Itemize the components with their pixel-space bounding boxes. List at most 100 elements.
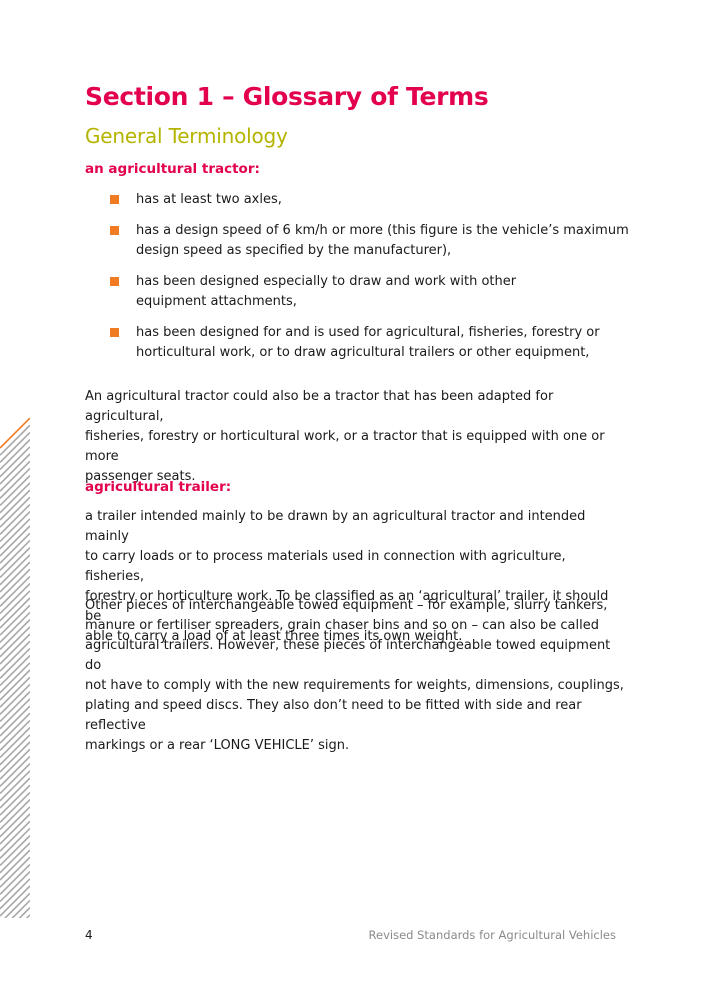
paragraph-line: a trailer intended mainly to be drawn by… bbox=[85, 509, 586, 544]
list-item: has at least two axles, bbox=[110, 190, 630, 210]
stripe-line bbox=[0, 741, 30, 773]
term-agricultural-trailer: agricultural trailer: bbox=[85, 479, 232, 495]
stripe-line bbox=[0, 698, 30, 730]
stripe-line bbox=[0, 727, 30, 759]
stripe-line bbox=[18, 907, 30, 918]
stripe-line bbox=[0, 763, 30, 795]
list-item-line: has been designed for and is used for ag… bbox=[136, 325, 600, 340]
stripe-line bbox=[0, 662, 30, 694]
stripe-line bbox=[0, 482, 30, 514]
stripe-line bbox=[0, 705, 30, 737]
stripe-line bbox=[0, 561, 30, 593]
stripe-line bbox=[0, 604, 30, 636]
stripe-line bbox=[0, 619, 30, 651]
square-bullet-icon bbox=[110, 328, 119, 337]
stripe-line bbox=[0, 460, 30, 492]
stripe-line bbox=[0, 496, 30, 528]
tractor-criteria-list: has at least two axles, has a design spe… bbox=[110, 190, 630, 374]
stripe-line bbox=[0, 418, 30, 449]
stripe-line bbox=[0, 647, 30, 679]
stripe-line bbox=[0, 633, 30, 665]
stripe-line bbox=[0, 583, 30, 615]
stripe-line bbox=[0, 863, 30, 895]
stripe-line bbox=[0, 712, 30, 744]
paragraph-line: to carry loads or to process materials u… bbox=[85, 549, 566, 584]
list-item: has been designed especially to draw and… bbox=[110, 272, 630, 312]
section-subtitle: General Terminology bbox=[85, 124, 288, 148]
stripe-line bbox=[0, 539, 30, 571]
paragraph-line: fisheries, forestry or horticultural wor… bbox=[85, 429, 605, 464]
list-item-line: has a design speed of 6 km/h or more (th… bbox=[136, 223, 629, 238]
square-bullet-icon bbox=[110, 226, 119, 235]
stripe-line bbox=[0, 835, 30, 867]
stripe-line bbox=[0, 827, 30, 859]
stripe-line bbox=[0, 849, 30, 881]
stripe-line bbox=[0, 597, 30, 629]
stripe-line bbox=[0, 655, 30, 687]
stripe-line bbox=[0, 669, 30, 701]
stripe-line bbox=[0, 525, 30, 557]
list-item-line: has been designed especially to draw and… bbox=[136, 274, 517, 289]
stripe-line bbox=[0, 554, 30, 586]
paragraph-line: plating and speed discs. They also don’t… bbox=[85, 698, 582, 733]
trailer-paragraph-1: a trailer intended mainly to be drawn by… bbox=[85, 507, 625, 647]
stripe-line bbox=[0, 532, 30, 564]
stripe-line bbox=[4, 892, 30, 918]
stripe-line bbox=[0, 475, 30, 507]
square-bullet-icon bbox=[110, 195, 119, 204]
decorative-stripes bbox=[0, 418, 30, 918]
list-item: has been designed for and is used for ag… bbox=[110, 323, 630, 363]
stripe-line bbox=[0, 431, 30, 463]
stripe-line bbox=[0, 748, 30, 780]
paragraph-line: able to carry a load of at least three t… bbox=[85, 629, 463, 644]
stripe-line bbox=[0, 791, 30, 823]
stripe-line bbox=[0, 575, 30, 607]
square-bullet-icon bbox=[110, 277, 119, 286]
stripe-line bbox=[0, 503, 30, 535]
stripe-line bbox=[0, 871, 30, 903]
stripe-line bbox=[0, 467, 30, 499]
term-agricultural-tractor: an agricultural tractor: bbox=[85, 161, 260, 177]
tractor-paragraph: An agricultural tractor could also be a … bbox=[85, 387, 625, 487]
stripe-line bbox=[0, 842, 30, 874]
stripe-line bbox=[0, 806, 30, 838]
paragraph-line: passenger seats. bbox=[85, 469, 196, 484]
stripe-line bbox=[0, 885, 30, 917]
stripe-line bbox=[0, 568, 30, 600]
paragraph-line: not have to comply with the new requirem… bbox=[85, 678, 624, 693]
stripe-line bbox=[0, 813, 30, 845]
footer-document-title: Revised Standards for Agricultural Vehic… bbox=[368, 928, 616, 942]
list-item-line: has at least two axles, bbox=[136, 192, 282, 207]
stripe-line bbox=[0, 755, 30, 787]
stripe-line bbox=[0, 446, 30, 478]
stripe-line bbox=[0, 676, 30, 708]
stripe-line bbox=[0, 424, 30, 456]
stripe-line bbox=[11, 899, 30, 918]
stripe-line bbox=[0, 719, 30, 751]
stripe-line bbox=[0, 799, 30, 831]
stripe-line bbox=[0, 453, 30, 485]
paragraph-line: forestry or horticulture work. To be cla… bbox=[85, 589, 609, 624]
list-item-line: equipment attachments, bbox=[136, 294, 297, 309]
paragraph-line: manure or fertiliser spreaders, grain ch… bbox=[85, 618, 599, 633]
stripe-line bbox=[0, 770, 30, 802]
page-number: 4 bbox=[85, 928, 93, 942]
stripe-line bbox=[0, 590, 30, 622]
stripe-line bbox=[0, 878, 30, 910]
stripe-line bbox=[0, 611, 30, 643]
list-item: has a design speed of 6 km/h or more (th… bbox=[110, 221, 630, 261]
stripe-line bbox=[0, 856, 30, 888]
stripe-line bbox=[0, 734, 30, 766]
paragraph-line: An agricultural tractor could also be a … bbox=[85, 389, 554, 424]
stripe-line bbox=[0, 518, 30, 550]
stripe-line bbox=[0, 777, 30, 809]
paragraph-line: markings or a rear ‘LONG VEHICLE’ sign. bbox=[85, 738, 350, 753]
stripe-line bbox=[0, 820, 30, 852]
stripe-line bbox=[0, 439, 30, 471]
paragraph-line: Other pieces of interchangeable towed eq… bbox=[85, 598, 608, 613]
trailer-paragraph-2: Other pieces of interchangeable towed eq… bbox=[85, 596, 625, 756]
stripe-line bbox=[0, 691, 30, 723]
stripe-line bbox=[0, 784, 30, 816]
section-title: Section 1 – Glossary of Terms bbox=[85, 82, 489, 111]
